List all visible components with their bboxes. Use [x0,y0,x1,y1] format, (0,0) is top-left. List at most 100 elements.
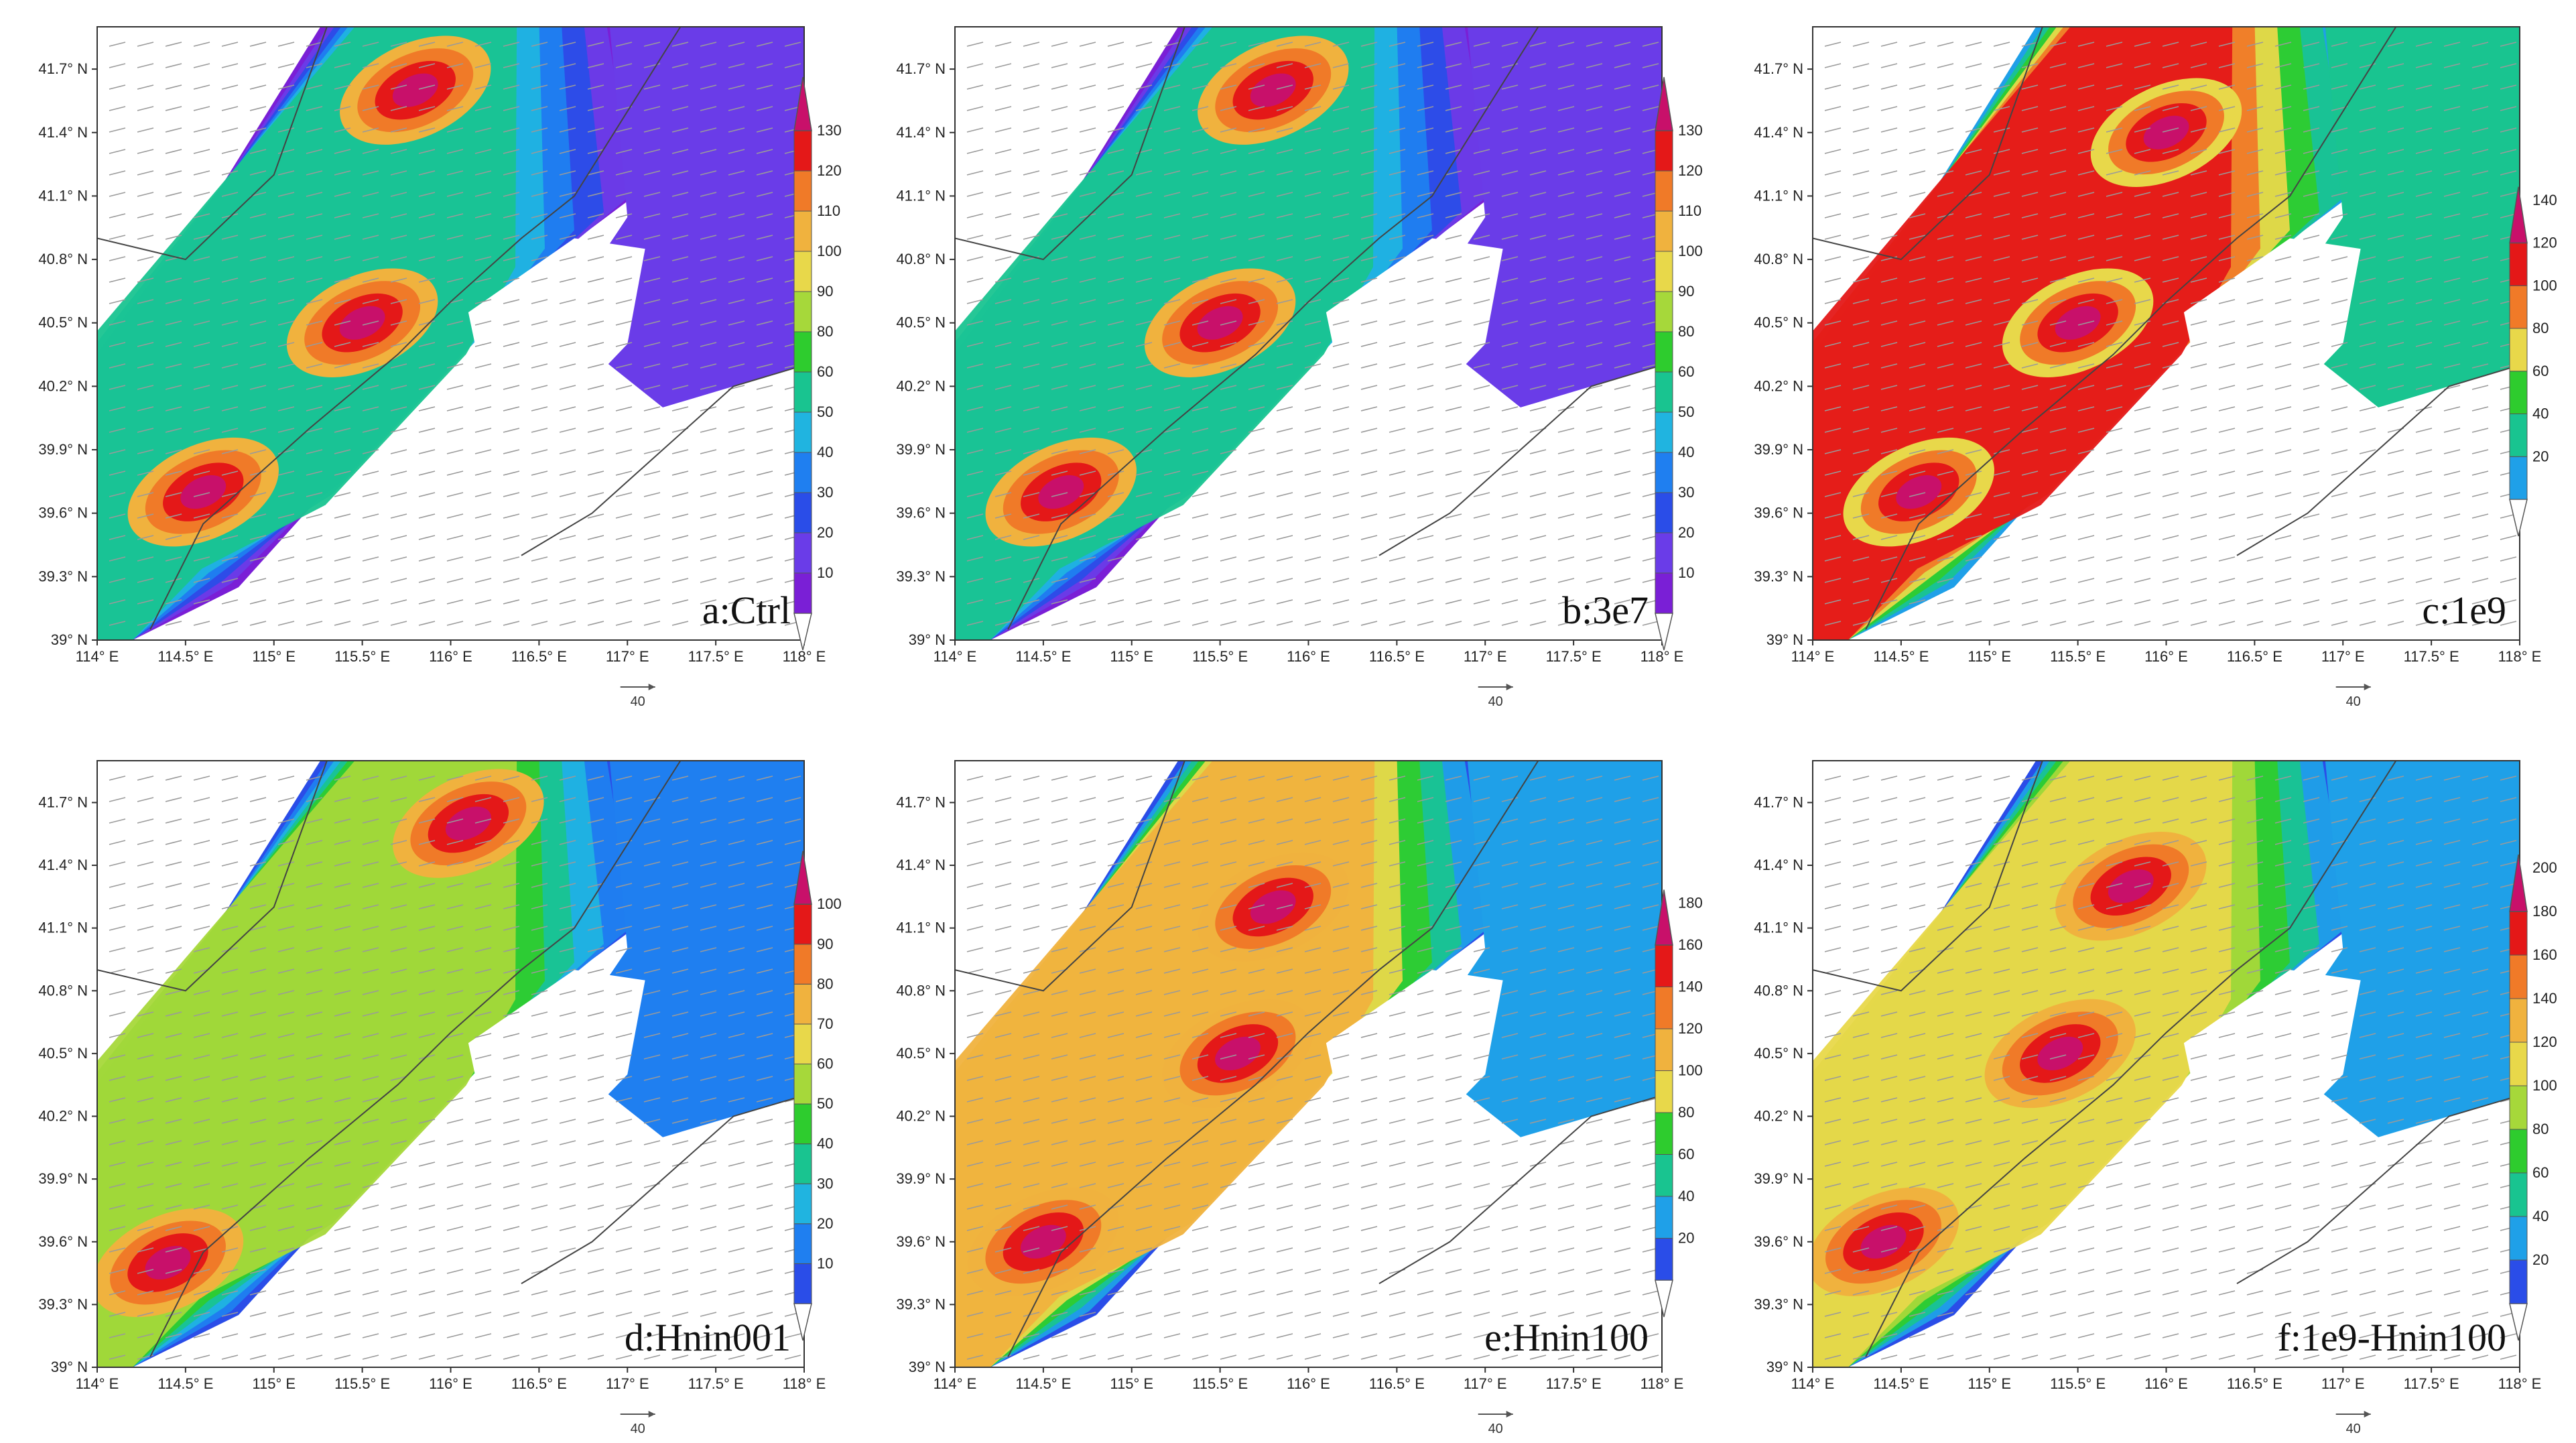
wind-arrow [756,385,773,390]
wind-arrow [1445,1076,1462,1081]
wind-arrow [1501,1119,1519,1124]
wind-arrow [474,213,492,218]
wind-arrow [2471,840,2489,845]
wind-arrow [137,556,154,562]
wind-arrow [362,149,379,154]
wind-arrow [1557,385,1575,390]
wind-arrow [390,818,407,824]
wind-arrow [137,926,154,931]
wind-arrow [994,1076,1012,1081]
colorbar-segment [793,983,812,1025]
wind-arrow [1023,127,1040,133]
wind-arrow [1993,256,2010,261]
wind-arrow [1248,256,1265,261]
wind-arrow [2134,127,2151,133]
wind-arrow [390,106,407,111]
wind-arrow [756,1162,773,1167]
wind-arrow [1965,1011,1982,1017]
peak-ring [2143,115,2189,149]
wind-arrow [165,84,182,90]
wind-arrow [1023,1247,1040,1253]
wind-arrow [334,492,351,497]
wind-arrow [2471,1247,2489,1253]
x-tick-label: 117° E [606,1375,649,1392]
wind-arrow [1965,513,1982,519]
wind-arrow [1220,990,1237,995]
wind-arrow [503,1269,520,1274]
wind-arrow [2274,775,2292,781]
x-tick-label: 116° E [429,648,472,665]
wind-arrow [587,1269,604,1274]
wind-arrow [1614,1033,1631,1038]
wind-arrow [109,861,126,867]
wind-arrow [1852,1140,1870,1145]
wind-arrow [446,1333,464,1338]
wind-arrow [1614,578,1631,583]
wind-arrow [2500,170,2517,176]
wind-arrow [531,818,548,824]
wind-arrow [1220,127,1237,133]
wind-arrow [1220,492,1237,497]
wind-arrow [249,1183,267,1188]
wind-arrow [1079,556,1096,562]
wind-arrow [1220,621,1237,626]
wind-arrow [249,904,267,909]
wind-arrow [1276,235,1293,240]
wind-arrow [1107,797,1124,802]
wind-arrow [587,428,604,433]
wind-arrow [446,277,464,283]
wind-arrow [2246,926,2264,931]
wind-arrow [2106,363,2123,369]
wind-arrow [2021,106,2039,111]
colorbar-segment [1655,130,1673,172]
wind-arrow [700,213,717,218]
wind-arrow [700,775,717,781]
wind-arrow [1248,149,1265,154]
wind-arrow [1473,1140,1490,1145]
wind-arrow [109,299,126,304]
wind-arrow [2190,904,2207,909]
wind-arrow [756,1011,773,1017]
wind-arrow [1880,170,1898,176]
wind-arrow [1220,1204,1237,1210]
wind-arrow [418,990,436,995]
wind-arrow [994,883,1012,888]
x-tick-label: 117.5° E [1546,1375,1602,1392]
colorbar-tick-label: 50 [1678,403,1694,420]
wind-arrow [2106,428,2123,433]
wind-arrow [2387,1119,2404,1124]
wind-arrow [1248,492,1265,497]
wind-arrow [1192,449,1209,454]
wind-arrow [277,1011,295,1017]
x-tick-label: 115.5° E [2050,1375,2106,1392]
wind-arrow [109,1183,126,1188]
wind-arrow [474,1097,492,1103]
wind-arrow [334,556,351,562]
wind-arrow [2471,299,2489,304]
wind-arrow [994,385,1012,390]
wind-arrow [1614,513,1631,519]
wind-arrow [2443,192,2461,197]
wind-arrow [1304,170,1322,176]
wind-arrow [390,904,407,909]
wind-arrow [2106,1269,2123,1274]
wind-arrow [728,990,745,995]
wind-arrow [2246,947,2264,952]
wind-arrow [2471,363,2489,369]
wind-arrow [221,926,239,931]
wind-arrow [503,299,520,304]
wind-arrow [2162,556,2179,562]
wind-arrow [1501,1076,1519,1081]
reference-vector-label: 40 [2346,694,2361,709]
wind-arrow [1993,1033,2010,1038]
wind-arrow [334,63,351,68]
wind-arrow [1501,883,1519,888]
wind-arrow [615,42,633,47]
wind-arrow [1557,277,1575,283]
wind-arrow [390,1140,407,1145]
wind-arrow [2134,818,2151,824]
wind-arrow [390,556,407,562]
wind-arrow [2443,990,2461,995]
wind-arrow [474,63,492,68]
reference-vector-head [1506,684,1513,690]
